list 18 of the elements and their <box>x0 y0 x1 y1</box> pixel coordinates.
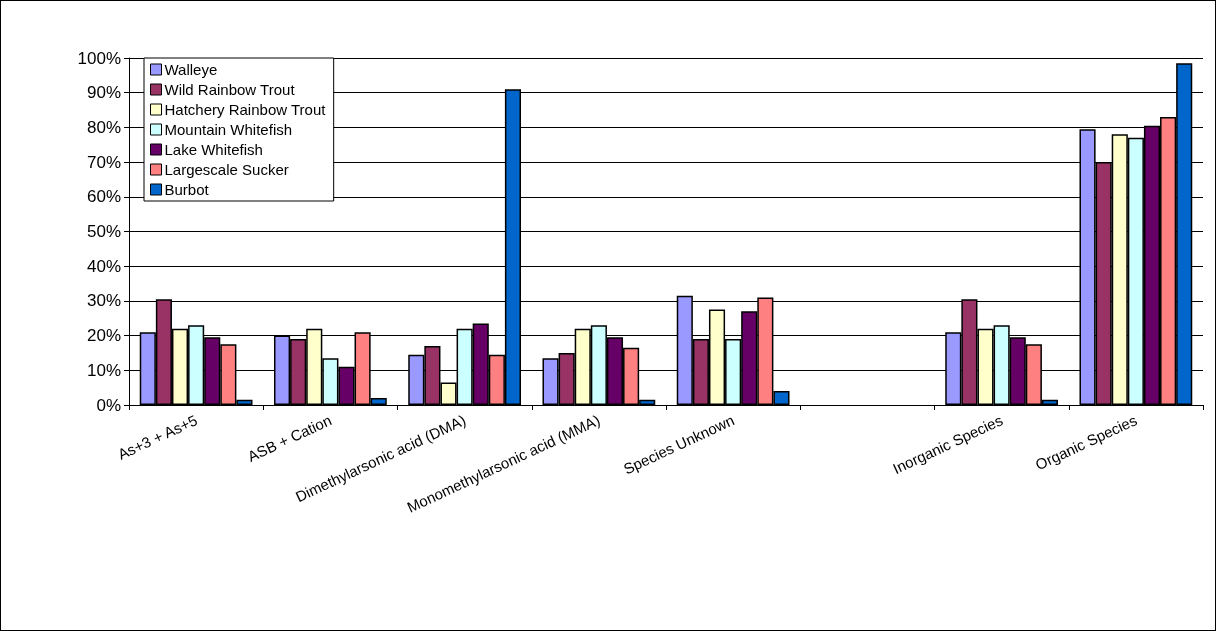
y-tick-label: 40% <box>86 256 121 276</box>
legend-label: Wild Rainbow Trout <box>164 81 296 98</box>
legend-label: Mountain Whitefish <box>164 121 293 138</box>
legend-label: Largescale Sucker <box>164 161 289 178</box>
legend-label: Walleye <box>164 61 218 78</box>
legend-label: Lake Whitefish <box>164 141 263 158</box>
y-tick-label: 60% <box>86 187 121 207</box>
y-tick-label: 80% <box>86 117 121 137</box>
y-tick-label: 100% <box>77 48 121 68</box>
legend-label: Burbot <box>164 181 210 198</box>
y-tick-label: 20% <box>86 326 121 346</box>
y-tick-label: 90% <box>86 83 121 103</box>
x-tick-label: ASB + Cation <box>244 411 334 465</box>
y-tick-label: 30% <box>86 291 121 311</box>
y-tick-label: 70% <box>86 152 121 172</box>
y-tick-label: 10% <box>86 360 121 380</box>
legend-label: Hatchery Rainbow Trout <box>164 101 327 118</box>
y-tick-label: 50% <box>86 222 121 241</box>
